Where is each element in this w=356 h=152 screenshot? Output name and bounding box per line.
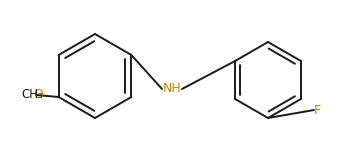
Text: NH: NH [163, 83, 181, 95]
Text: O: O [33, 88, 43, 102]
Text: F: F [313, 104, 320, 116]
Text: CH₃: CH₃ [21, 88, 43, 102]
